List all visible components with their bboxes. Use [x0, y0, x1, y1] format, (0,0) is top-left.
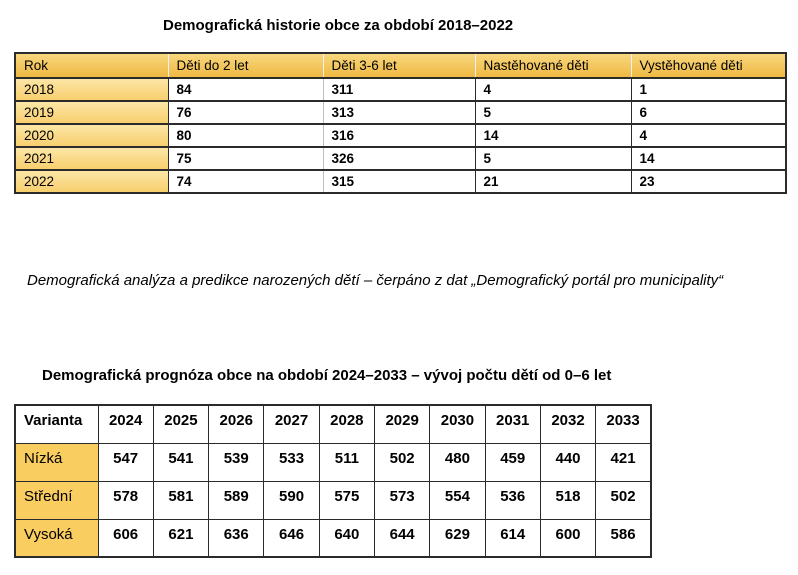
value-cell: 84 — [167, 77, 323, 101]
column-header-deti-3-6-let: Děti 3-6 let — [322, 53, 475, 78]
year-cell: 2020 — [15, 123, 168, 147]
value-cell: 1 — [630, 77, 786, 101]
table-row: Nízká 547 541 539 533 511 502 480 459 44… — [14, 442, 652, 482]
value-cell: 6 — [630, 100, 786, 124]
value-cell: 547 — [97, 442, 154, 482]
value-cell: 5 — [474, 146, 631, 170]
value-cell: 502 — [595, 480, 652, 520]
value-cell: 614 — [484, 518, 541, 558]
value-cell: 536 — [484, 480, 541, 520]
value-cell: 80 — [167, 123, 323, 147]
column-header-rok: Rok — [15, 53, 168, 78]
column-header-2027: 2027 — [263, 404, 320, 444]
value-cell: 629 — [429, 518, 486, 558]
column-header-2028: 2028 — [318, 404, 375, 444]
year-cell: 2018 — [15, 77, 168, 101]
column-header-2025: 2025 — [152, 404, 210, 444]
table-row: 2019 76 313 5 6 — [15, 100, 786, 124]
value-cell: 421 — [595, 442, 652, 482]
value-cell: 644 — [373, 518, 431, 558]
value-cell: 5 — [474, 100, 631, 124]
value-cell: 518 — [539, 480, 597, 520]
value-cell: 586 — [595, 518, 652, 558]
column-header-2031: 2031 — [484, 404, 541, 444]
value-cell: 315 — [322, 169, 475, 193]
value-cell: 74 — [167, 169, 323, 193]
prognosis-table-title: Demografická prognóza obce na období 202… — [42, 367, 612, 384]
value-cell: 76 — [167, 100, 323, 124]
value-cell: 600 — [539, 518, 597, 558]
value-cell: 533 — [263, 442, 320, 482]
column-header-varianta: Varianta — [14, 404, 99, 444]
column-header-deti-do-2-let: Děti do 2 let — [167, 53, 323, 78]
table-row: Střední 578 581 589 590 575 573 554 536 … — [14, 480, 652, 520]
column-header-2024: 2024 — [97, 404, 154, 444]
value-cell: 316 — [322, 123, 475, 147]
value-cell: 459 — [484, 442, 541, 482]
column-header-vystehovane-deti: Vystěhované děti — [630, 53, 786, 78]
value-cell: 539 — [208, 442, 265, 482]
value-cell: 636 — [208, 518, 265, 558]
year-cell: 2021 — [15, 146, 168, 170]
value-cell: 589 — [208, 480, 265, 520]
table-row: 2021 75 326 5 14 — [15, 146, 786, 170]
table-row: 2022 74 315 21 23 — [15, 169, 786, 193]
value-cell: 502 — [373, 442, 431, 482]
value-cell: 581 — [152, 480, 210, 520]
value-cell: 326 — [322, 146, 475, 170]
value-cell: 23 — [630, 169, 786, 193]
value-cell: 14 — [474, 123, 631, 147]
value-cell: 480 — [429, 442, 486, 482]
value-cell: 640 — [318, 518, 375, 558]
value-cell: 440 — [539, 442, 597, 482]
prognosis-table: Varianta 2024 2025 2026 2027 2028 2029 2… — [14, 404, 652, 558]
value-cell: 554 — [429, 480, 486, 520]
column-header-nastehovane-deti: Nastěhované děti — [474, 53, 631, 78]
value-cell: 75 — [167, 146, 323, 170]
value-cell: 4 — [630, 123, 786, 147]
value-cell: 21 — [474, 169, 631, 193]
history-header-row: Rok Děti do 2 let Děti 3-6 let Nastěhova… — [15, 53, 786, 78]
value-cell: 573 — [373, 480, 431, 520]
value-cell: 313 — [322, 100, 475, 124]
column-header-2033: 2033 — [595, 404, 652, 444]
row-label-cell: Nízká — [14, 442, 99, 482]
column-header-2030: 2030 — [429, 404, 486, 444]
value-cell: 14 — [630, 146, 786, 170]
source-note: Demografická analýza a predikce narozený… — [27, 272, 724, 289]
value-cell: 606 — [97, 518, 154, 558]
column-header-2029: 2029 — [373, 404, 431, 444]
value-cell: 541 — [152, 442, 210, 482]
value-cell: 646 — [263, 518, 320, 558]
history-table: Rok Děti do 2 let Děti 3-6 let Nastěhova… — [14, 52, 787, 194]
value-cell: 511 — [318, 442, 375, 482]
column-header-2032: 2032 — [539, 404, 597, 444]
prognosis-header-row: Varianta 2024 2025 2026 2027 2028 2029 2… — [14, 404, 652, 444]
value-cell: 590 — [263, 480, 320, 520]
value-cell: 311 — [322, 77, 475, 101]
value-cell: 578 — [97, 480, 154, 520]
year-cell: 2022 — [15, 169, 168, 193]
row-label-cell: Střední — [14, 480, 99, 520]
column-header-2026: 2026 — [208, 404, 265, 444]
table-row: 2020 80 316 14 4 — [15, 123, 786, 147]
row-label-cell: Vysoká — [14, 518, 99, 558]
history-table-title: Demografická historie obce za období 201… — [163, 17, 514, 34]
value-cell: 621 — [152, 518, 210, 558]
value-cell: 4 — [474, 77, 631, 101]
value-cell: 575 — [318, 480, 375, 520]
table-row: 2018 84 311 4 1 — [15, 77, 786, 101]
table-row: Vysoká 606 621 636 646 640 644 629 614 6… — [14, 518, 652, 558]
year-cell: 2019 — [15, 100, 168, 124]
